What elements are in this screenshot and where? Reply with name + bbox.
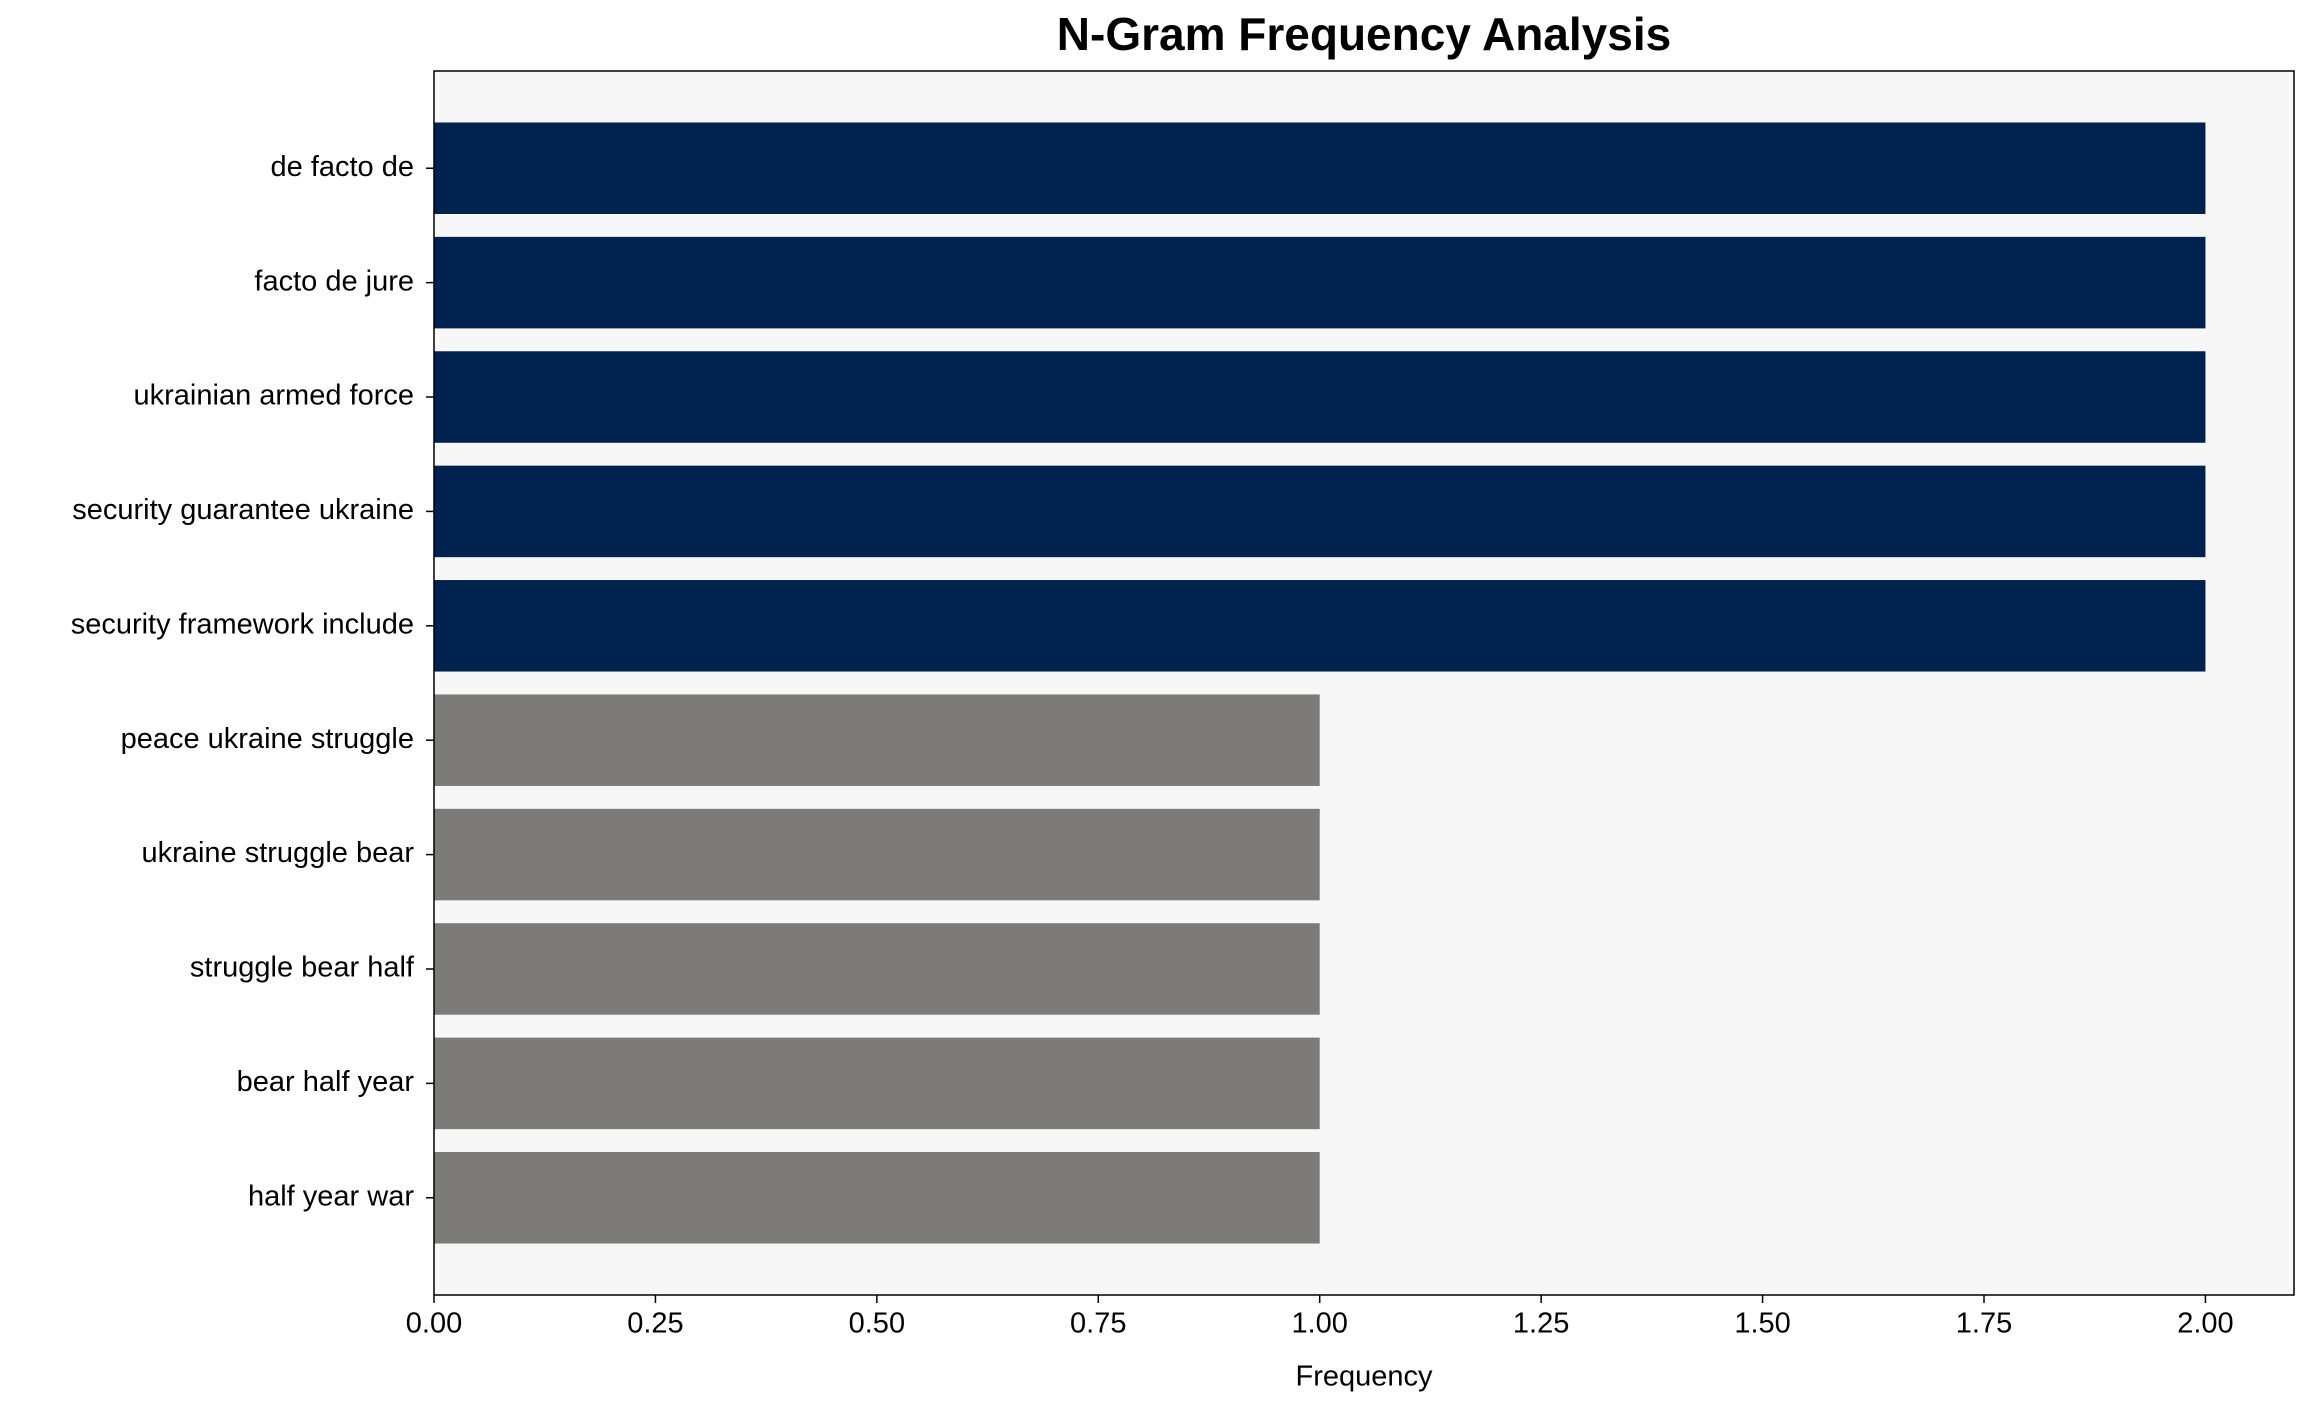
x-tick-label: 0.25 [627, 1308, 683, 1340]
y-tick-label: half year war [248, 1180, 414, 1212]
x-tick-label: 0.50 [849, 1308, 905, 1340]
x-tick-label: 0.00 [406, 1308, 462, 1340]
bar [434, 1037, 1320, 1130]
bar [434, 236, 2206, 329]
bar [434, 465, 2206, 558]
x-axis-label: Frequency [1295, 1361, 1433, 1393]
y-tick-label: ukrainian armed force [134, 380, 414, 412]
bar [434, 808, 1320, 901]
bar [434, 580, 2206, 672]
x-tick-label: 2.00 [2177, 1308, 2233, 1340]
x-tick-label: 0.75 [1070, 1308, 1126, 1340]
y-tick-label: struggle bear half [190, 952, 415, 984]
bar [434, 923, 1320, 1015]
bar [434, 122, 2206, 214]
bar [434, 1152, 1320, 1244]
y-tick-label: bear half year [237, 1066, 415, 1098]
chart-title: N-Gram Frequency Analysis [1057, 8, 1671, 60]
y-tick-label: security framework include [71, 608, 414, 640]
bar [434, 694, 1320, 786]
x-tick-label: 1.50 [1734, 1308, 1790, 1340]
y-tick-label: facto de jure [254, 265, 414, 297]
y-tick-label: de facto de [271, 151, 415, 183]
y-tick-label: ukraine struggle bear [142, 837, 415, 869]
plot-frame [433, 70, 2295, 1296]
bar [434, 351, 2206, 443]
y-tick-label: security guarantee ukraine [72, 494, 414, 526]
x-tick-label: 1.25 [1513, 1308, 1569, 1340]
y-tick-label: peace ukraine struggle [121, 723, 414, 755]
x-tick-label: 1.00 [1291, 1308, 1347, 1340]
x-tick-label: 1.75 [1956, 1308, 2012, 1340]
